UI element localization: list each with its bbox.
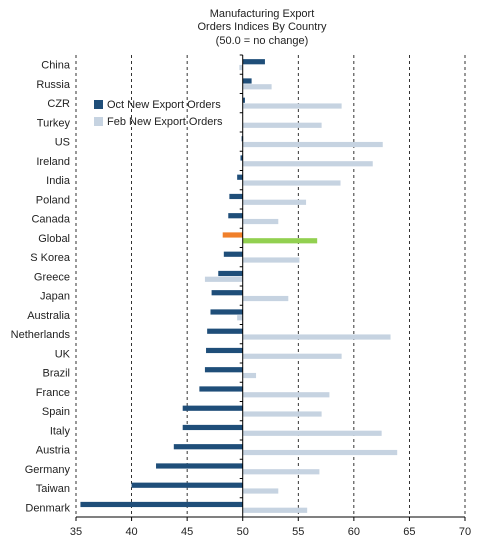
bar-feb-germany <box>242 469 320 475</box>
bar-feb-japan <box>242 295 289 302</box>
category-label-japan: Japan <box>40 291 70 303</box>
bar-feb-s-korea <box>242 257 300 263</box>
x-tick-label-35: 35 <box>70 526 82 538</box>
x-tick-label-55: 55 <box>292 526 304 538</box>
legend-label-oct: Oct New Export Orders <box>107 99 221 111</box>
chart-title: Manufacturing Export Orders Indices By C… <box>198 8 327 47</box>
category-label-brazil: Brazil <box>42 368 70 380</box>
category-label-global: Global <box>38 233 70 245</box>
x-tick-label-60: 60 <box>348 526 360 538</box>
x-tick-label-70: 70 <box>459 526 471 538</box>
x-tick-label-50: 50 <box>237 526 249 538</box>
bar-feb-turkey <box>242 122 322 128</box>
x-tick-label-65: 65 <box>403 526 415 538</box>
bar-feb-india <box>242 180 341 186</box>
legend-label-feb: Feb New Export Orders <box>107 116 223 128</box>
bar-oct-germany <box>156 463 243 469</box>
category-label-ireland: Ireland <box>36 156 70 168</box>
category-label-austria: Austria <box>36 445 71 457</box>
x-tick-label-40: 40 <box>125 526 137 538</box>
grid-lines <box>75 55 466 517</box>
category-label-italy: Italy <box>50 425 71 437</box>
category-label-germany: Germany <box>25 464 71 476</box>
bar-oct-ireland <box>240 155 243 161</box>
category-label-greece: Greece <box>34 271 70 283</box>
bar-oct-russia <box>242 78 252 84</box>
bar-feb-italy <box>242 430 382 436</box>
category-label-china: China <box>41 60 71 72</box>
bar-oct-australia <box>210 309 243 315</box>
bar-feb-brazil <box>242 372 257 379</box>
bar-feb-greece <box>204 276 243 282</box>
bar-feb-france <box>242 392 330 398</box>
bar-feb-netherlands <box>242 334 391 340</box>
bar-feb-austria <box>242 449 398 456</box>
x-tick-label-45: 45 <box>181 526 193 538</box>
bar-feb-us <box>242 141 383 148</box>
category-label-poland: Poland <box>36 194 70 206</box>
bar-feb-spain <box>242 411 322 417</box>
bar-oct-india <box>237 174 243 180</box>
bar-feb-australia <box>237 315 243 321</box>
bar-oct-spain <box>182 405 243 411</box>
bar-oct-brazil <box>204 367 243 373</box>
bar-feb-global <box>242 238 318 244</box>
category-label-turkey: Turkey <box>37 117 71 129</box>
bar-oct-canada <box>228 213 243 219</box>
bar-feb-uk <box>242 353 342 359</box>
bar-oct-greece <box>218 270 243 277</box>
bar-oct-netherlands <box>207 328 243 334</box>
bar-feb-taiwan <box>242 488 279 494</box>
bar-oct-uk <box>206 347 243 354</box>
title-line-2: Orders Indices By Country <box>198 21 327 33</box>
bar-feb-canada <box>242 218 279 225</box>
bar-oct-taiwan <box>131 482 243 488</box>
bar-oct-s-korea <box>223 251 243 257</box>
bar-feb-czr <box>242 103 342 109</box>
legend: Oct New Export Orders Feb New Export Ord… <box>94 99 223 128</box>
bar-oct-france <box>199 386 243 392</box>
bars <box>80 59 398 513</box>
bar-feb-ireland <box>242 161 373 167</box>
bar-oct-denmark <box>80 501 243 508</box>
category-label-netherlands: Netherlands <box>11 329 71 341</box>
bar-oct-global <box>222 232 243 238</box>
bar-feb-denmark <box>242 507 308 513</box>
category-label-taiwan: Taiwan <box>36 483 70 495</box>
category-label-spain: Spain <box>42 406 70 418</box>
bar-feb-china <box>239 64 243 71</box>
category-label-s-korea: S Korea <box>30 252 71 264</box>
bar-oct-italy <box>182 424 243 431</box>
bar-oct-china <box>242 59 265 65</box>
bar-oct-czr <box>242 97 245 103</box>
bar-oct-austria <box>173 444 243 450</box>
legend-swatch-oct <box>94 100 103 109</box>
category-label-uk: UK <box>55 348 71 360</box>
legend-swatch-feb <box>94 117 103 126</box>
bar-feb-poland <box>242 199 307 205</box>
title-line-3: (50.0 = no change) <box>216 35 309 47</box>
category-label-india: India <box>46 175 71 187</box>
bar-oct-japan <box>211 290 243 296</box>
category-label-czr: CZR <box>47 98 70 110</box>
bar-feb-russia <box>242 84 272 90</box>
category-label-france: France <box>36 387 70 399</box>
axes <box>75 54 466 521</box>
bar-oct-poland <box>229 193 243 200</box>
category-labels: China Russia CZR Turkey US Ireland India Poland… <box>11 60 71 515</box>
title-line-1: Manufacturing Export <box>210 8 315 20</box>
category-label-australia: Australia <box>27 310 71 322</box>
category-label-denmark: Denmark <box>25 502 70 514</box>
x-tick-labels: 35 40 45 50 55 60 65 70 <box>70 526 471 538</box>
category-label-canada: Canada <box>31 214 70 226</box>
category-label-us: US <box>55 137 70 149</box>
category-label-russia: Russia <box>36 79 71 91</box>
